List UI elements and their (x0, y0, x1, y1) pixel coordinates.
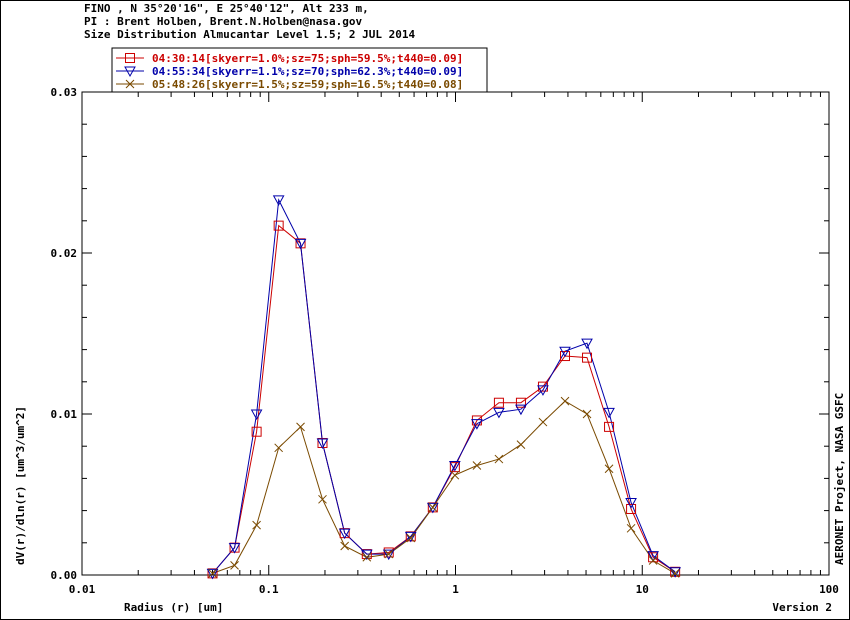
x-marker (516, 440, 526, 449)
x-tick-label: 1 (452, 583, 459, 596)
series-line-1 (212, 224, 676, 574)
triangle-marker (124, 66, 136, 78)
triangle-marker (294, 238, 307, 250)
triangle-marker (448, 461, 461, 472)
x-marker (274, 443, 284, 453)
square-marker (383, 547, 394, 558)
version-label: Version 2 (772, 601, 832, 614)
legend-entry-1: 04:30:14[skyerr=1.0%;sz=75;sph=59.5%;t44… (152, 52, 463, 65)
credit-label: AERONET Project, NASA GSFC (833, 393, 846, 565)
header-title-line: Size Distribution Almucantar Level 1.5; … (84, 28, 416, 41)
y-axis-label: dV(r)/dln(r) [um^3/um^2] (14, 406, 27, 565)
x-marker (538, 417, 548, 427)
x-marker (125, 79, 135, 89)
triangle-marker (603, 407, 615, 419)
square-marker (604, 421, 615, 432)
y-tick-label: 0.00 (51, 569, 78, 582)
triangle-marker (272, 195, 285, 206)
triangle-marker (669, 567, 681, 578)
square-marker (582, 352, 593, 363)
legend-box (111, 47, 488, 93)
x-marker (604, 464, 614, 474)
x-marker (362, 552, 372, 562)
triangle-marker (471, 419, 483, 430)
x-marker (428, 503, 438, 512)
y-tick-label: 0.02 (51, 247, 78, 260)
triangle-marker (647, 551, 659, 562)
triangle-marker (581, 338, 593, 350)
triangle-marker (250, 409, 263, 421)
x-marker (626, 523, 636, 533)
triangle-marker (625, 498, 637, 509)
x-marker (340, 541, 350, 551)
x-axis-label: Radius (r) [um] (124, 601, 223, 614)
y-tick-label: 0.03 (51, 86, 78, 99)
triangle-marker (382, 549, 395, 561)
x-marker (296, 422, 305, 432)
x-marker (450, 470, 460, 480)
x-marker (494, 454, 504, 464)
x-tick-label: 0.01 (69, 583, 96, 596)
header-pi-line: PI : Brent Holben, Brent.N.Holben@nasa.g… (84, 15, 363, 28)
triangle-marker (426, 502, 439, 514)
triangle-marker (493, 407, 505, 419)
x-marker (384, 549, 394, 559)
x-marker (208, 569, 217, 578)
x-tick-label: 100 (819, 583, 839, 596)
triangle-marker (338, 528, 351, 540)
square-marker (251, 426, 262, 437)
square-marker (493, 397, 504, 408)
square-marker (125, 53, 135, 63)
triangle-marker (404, 531, 417, 543)
x-tick-label: 0.1 (259, 583, 279, 596)
series-line-2 (212, 198, 676, 574)
series-line-3 (212, 400, 676, 574)
square-marker (648, 552, 659, 563)
legend-entry-2: 04:55:34[skyerr=1.1%;sz=70;sph=62.3%;t44… (152, 65, 463, 78)
x-marker (472, 461, 482, 470)
x-marker (560, 396, 570, 406)
x-marker (318, 494, 327, 504)
triangle-marker (559, 346, 571, 358)
x-tick-label: 10 (636, 583, 649, 596)
square-marker (560, 351, 571, 362)
triangle-marker (228, 543, 241, 554)
triangle-marker (537, 385, 549, 396)
x-marker (648, 556, 658, 565)
triangle-marker (316, 438, 329, 450)
triangle-marker (515, 404, 527, 416)
square-marker (273, 220, 284, 231)
triangle-marker (206, 568, 219, 580)
header-site-line: FINO , N 35°20'16", E 25°40'12", Alt 233… (84, 2, 369, 15)
x-marker (230, 560, 239, 570)
plot-area (81, 91, 830, 576)
square-marker (626, 503, 637, 514)
x-marker (252, 520, 261, 530)
x-marker (406, 533, 416, 543)
x-marker (670, 569, 680, 578)
square-marker (515, 397, 526, 408)
x-marker (582, 409, 592, 419)
legend-entry-3: 05:48:26[skyerr=1.5%;sz=59;sph=16.5%;t44… (152, 78, 463, 91)
y-tick-label: 0.01 (51, 408, 78, 421)
square-marker (449, 462, 460, 473)
